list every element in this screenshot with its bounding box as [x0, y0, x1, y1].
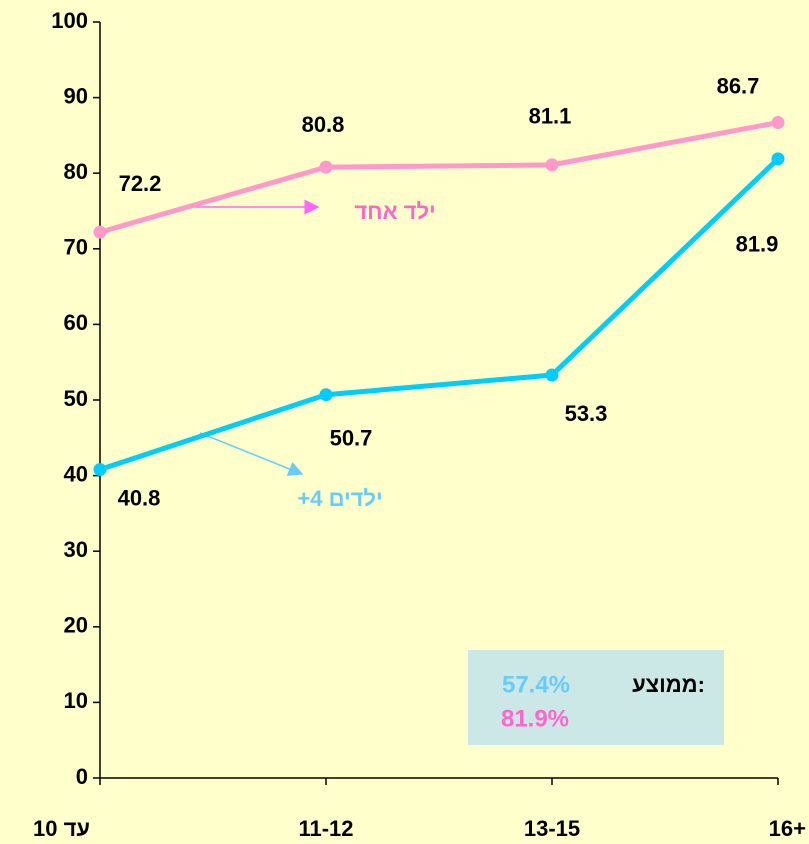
- data-label: 81.1: [529, 104, 572, 129]
- data-label: 50.7: [330, 426, 373, 451]
- y-tick-label: 40: [64, 461, 88, 486]
- annotation-value: 81.9%: [501, 705, 569, 732]
- data-label: 80.8: [302, 112, 345, 137]
- x-tick-label: עד 10: [33, 816, 90, 841]
- data-point: [545, 368, 559, 382]
- x-tick-label: 11-12: [298, 816, 353, 841]
- data-point: [93, 463, 107, 477]
- y-tick-label: 30: [64, 537, 88, 562]
- data-point: [545, 158, 559, 172]
- annotation-value: 57.4%: [502, 671, 570, 698]
- annotation-box: [468, 650, 724, 745]
- legend-label: ילד אחד: [354, 199, 435, 224]
- legend-arrow: [199, 432, 304, 476]
- y-tick-label: 90: [64, 83, 88, 108]
- y-tick-label: 60: [64, 310, 88, 335]
- series-line: [99, 120, 779, 235]
- y-tick-label: 20: [64, 613, 88, 638]
- data-point: [771, 116, 785, 130]
- x-tick-label: 16+: [769, 816, 806, 841]
- data-label: 81.9: [736, 232, 779, 257]
- data-label: 72.2: [119, 171, 162, 196]
- y-tick-label: 80: [64, 159, 88, 184]
- data-label: 53.3: [565, 401, 608, 426]
- data-point: [319, 388, 333, 402]
- annotation-title: ממוצע:: [632, 672, 705, 697]
- y-tick-label: 70: [64, 235, 88, 260]
- data-point: [319, 160, 333, 174]
- data-point: [93, 225, 107, 239]
- series-line: [99, 157, 780, 472]
- y-tick-label: 100: [51, 8, 88, 33]
- y-tick-label: 10: [64, 688, 88, 713]
- x-tick-label: 13-15: [524, 816, 580, 841]
- data-point: [771, 152, 785, 166]
- data-label: 86.7: [717, 73, 760, 98]
- y-tick-label: 0: [76, 764, 88, 789]
- data-label: 40.8: [118, 485, 161, 510]
- y-tick-label: 50: [64, 386, 88, 411]
- legend-label: +4 ילדים: [297, 486, 382, 511]
